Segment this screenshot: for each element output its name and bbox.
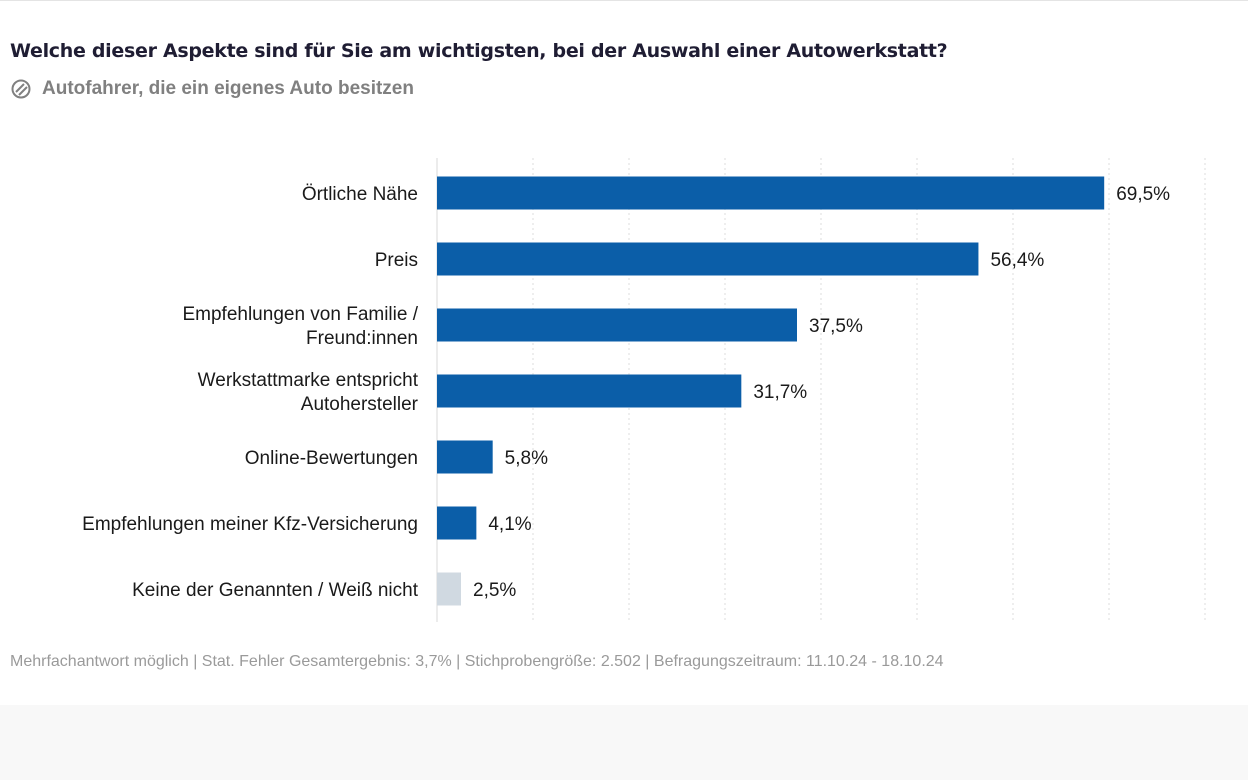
subtitle-text: Autofahrer, die ein eigenes Auto besitze…: [42, 78, 414, 99]
data-label: 69,5%: [1116, 184, 1170, 205]
bar: [437, 374, 742, 408]
data-label: 56,4%: [990, 250, 1044, 271]
data-label: 5,8%: [505, 448, 548, 469]
footer-band: [0, 705, 1248, 780]
bar: [437, 242, 979, 276]
category-label: Örtliche Nähe: [302, 184, 418, 205]
bar: [437, 572, 461, 606]
bar: [437, 308, 797, 342]
chart-subtitle: Autofahrer, die ein eigenes Auto besitze…: [10, 78, 414, 100]
category-label: Keine der Genannten / Weiß nicht: [132, 580, 419, 601]
data-label: 37,5%: [809, 316, 863, 337]
top-divider: [0, 0, 1248, 1]
category-label: Empfehlungen meiner Kfz-Versicherung: [82, 514, 418, 535]
bar: [437, 506, 477, 540]
target-group-icon: [11, 79, 31, 99]
chart-title: Welche dieser Aspekte sind für Sie am wi…: [10, 40, 948, 62]
data-label: 2,5%: [473, 580, 516, 601]
bar-chart: 69,5% Örtliche Nähe 56,4% Preis 37,5% Empfehl…: [82, 158, 1206, 622]
category-label: Werkstattmarke entspricht: [198, 370, 419, 391]
footer-note: Mehrfachantwort möglich | Stat. Fehler G…: [10, 653, 944, 670]
category-label: Online-Bewertungen: [245, 448, 418, 469]
category-label: Freund:innen: [306, 328, 418, 349]
data-label: 31,7%: [753, 382, 807, 403]
category-label: Empfehlungen von Familie /: [182, 304, 418, 325]
category-label: Preis: [375, 250, 418, 271]
bar: [437, 440, 493, 474]
category-label: Autohersteller: [301, 394, 419, 415]
data-label: 4,1%: [488, 514, 531, 535]
bar: [437, 176, 1105, 210]
